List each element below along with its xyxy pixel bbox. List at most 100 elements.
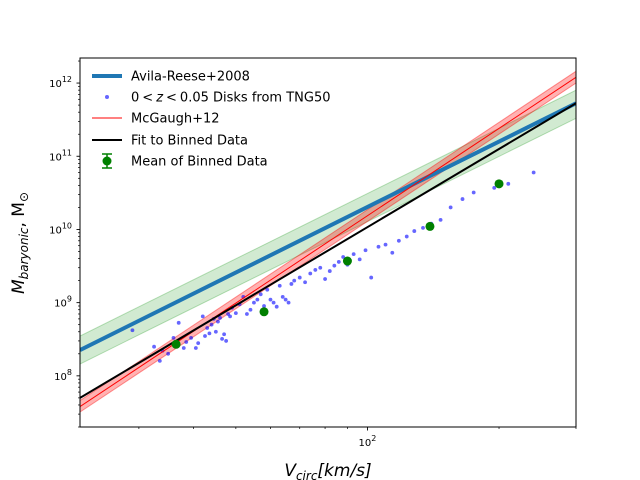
tng50-point	[376, 244, 381, 249]
tng50-point	[209, 322, 214, 327]
tng50-point	[171, 335, 176, 340]
tng50-point	[255, 297, 260, 302]
tng50-point	[341, 255, 346, 259]
tng50-point	[297, 275, 302, 280]
y-tick-label: 108	[54, 368, 72, 383]
binned-mean-point	[494, 179, 504, 189]
plot-area	[80, 70, 576, 413]
tng50-point	[258, 292, 263, 297]
tng50-point	[157, 359, 162, 363]
legend-swatch-binned	[102, 153, 112, 169]
y-tick-label: 1010	[49, 221, 72, 236]
binned-mean-point	[425, 221, 435, 231]
binned-means	[171, 179, 504, 349]
tng50-point	[130, 328, 135, 333]
tng50-point	[404, 234, 409, 239]
tng50-point	[274, 304, 279, 309]
tng50-point	[421, 226, 425, 230]
tng50-point	[220, 336, 224, 341]
tng50-point	[357, 257, 362, 262]
tng50-point	[207, 331, 212, 336]
tng50-point	[193, 346, 198, 350]
y-axis-ticks: 108 109 1010 1011 1012	[49, 60, 80, 428]
tng50-point	[222, 332, 227, 337]
x-axis-ticks: 102	[138, 427, 577, 449]
x-tick-label: 102	[359, 434, 377, 449]
tng50-point	[218, 315, 222, 320]
tng50-point	[166, 351, 171, 356]
tng50-point	[303, 280, 307, 285]
tng50-point	[233, 311, 238, 315]
tng50-point	[327, 269, 332, 273]
tng50-point	[213, 329, 218, 334]
tng50-point	[448, 205, 453, 210]
tng50-point	[216, 319, 220, 324]
mcgaugh-line	[80, 76, 576, 408]
tng50-point	[308, 271, 313, 276]
legend-swatch-tng50	[105, 95, 109, 99]
tng50-point	[200, 314, 205, 319]
tng50-point	[196, 341, 201, 346]
tng50-point	[189, 335, 194, 340]
tng50-point	[283, 297, 288, 302]
legend-label-fit: Fit to Binned Data	[131, 134, 248, 149]
tng50-point	[176, 320, 181, 325]
tng50-point	[271, 300, 276, 305]
tng50-point	[181, 346, 186, 350]
tng50-point	[228, 314, 232, 319]
tng50-point	[323, 277, 327, 281]
tng50-point	[184, 340, 189, 344]
binned-mean-point	[171, 339, 181, 349]
tng50-point	[460, 197, 465, 201]
tng50-point	[262, 304, 266, 308]
legend-label-mcgaugh: McGaugh+12	[131, 112, 220, 127]
tng50-point	[492, 185, 497, 190]
tng50-point	[280, 294, 285, 299]
tng50-point	[363, 248, 368, 253]
y-tick-label: 1011	[49, 148, 72, 163]
tng50-point	[205, 326, 210, 330]
model-lines	[80, 76, 576, 408]
tng50-point	[265, 287, 270, 292]
legend-label-tng50: 0 < z <0.05 Disks from TNG50	[131, 91, 331, 106]
tng50-point	[203, 334, 207, 338]
tng50-point	[318, 265, 323, 270]
tng50-point	[369, 275, 374, 280]
tng50-point	[268, 297, 273, 302]
tng50-point	[332, 263, 337, 268]
tng50-point	[383, 242, 388, 247]
tng50-point	[396, 238, 401, 243]
binned-mean-point	[259, 307, 269, 317]
tng50-point	[336, 260, 341, 264]
tng50-point	[289, 282, 294, 286]
binned-mean-point	[342, 256, 352, 266]
y-tick-label: 109	[54, 295, 72, 310]
fit-line	[80, 102, 576, 399]
legend-label-avila: Avila-Reese+2008	[131, 70, 250, 85]
tng50-point	[531, 170, 536, 175]
avila-reese-line	[80, 101, 576, 352]
tng50-point	[277, 283, 282, 288]
legend: Avila-Reese+2008 0 < z <0.05 Disks from TNG…	[92, 70, 331, 170]
plot-frame	[79, 57, 577, 428]
tng50-point	[252, 300, 256, 305]
tng50-point	[438, 218, 443, 222]
tng50-point	[471, 190, 476, 195]
tng50-point	[412, 229, 417, 233]
legend-label-binned: Mean of Binned Data	[131, 155, 268, 170]
tng50-point	[313, 268, 318, 272]
tng50-point	[248, 307, 253, 312]
tng50-point	[390, 250, 395, 255]
x-axis-label: Vcirc[km/s]	[284, 461, 371, 480]
tng50-point	[292, 278, 297, 283]
tng50-point	[152, 344, 156, 349]
tng50-point	[506, 181, 511, 186]
tng50-point	[351, 252, 356, 257]
tng50-point	[224, 339, 229, 343]
y-axis-label: Mbaryonic, M⊙	[9, 192, 31, 294]
tng50-point	[245, 312, 249, 316]
tng50-point	[286, 300, 291, 305]
y-tick-label: 1012	[49, 75, 72, 90]
